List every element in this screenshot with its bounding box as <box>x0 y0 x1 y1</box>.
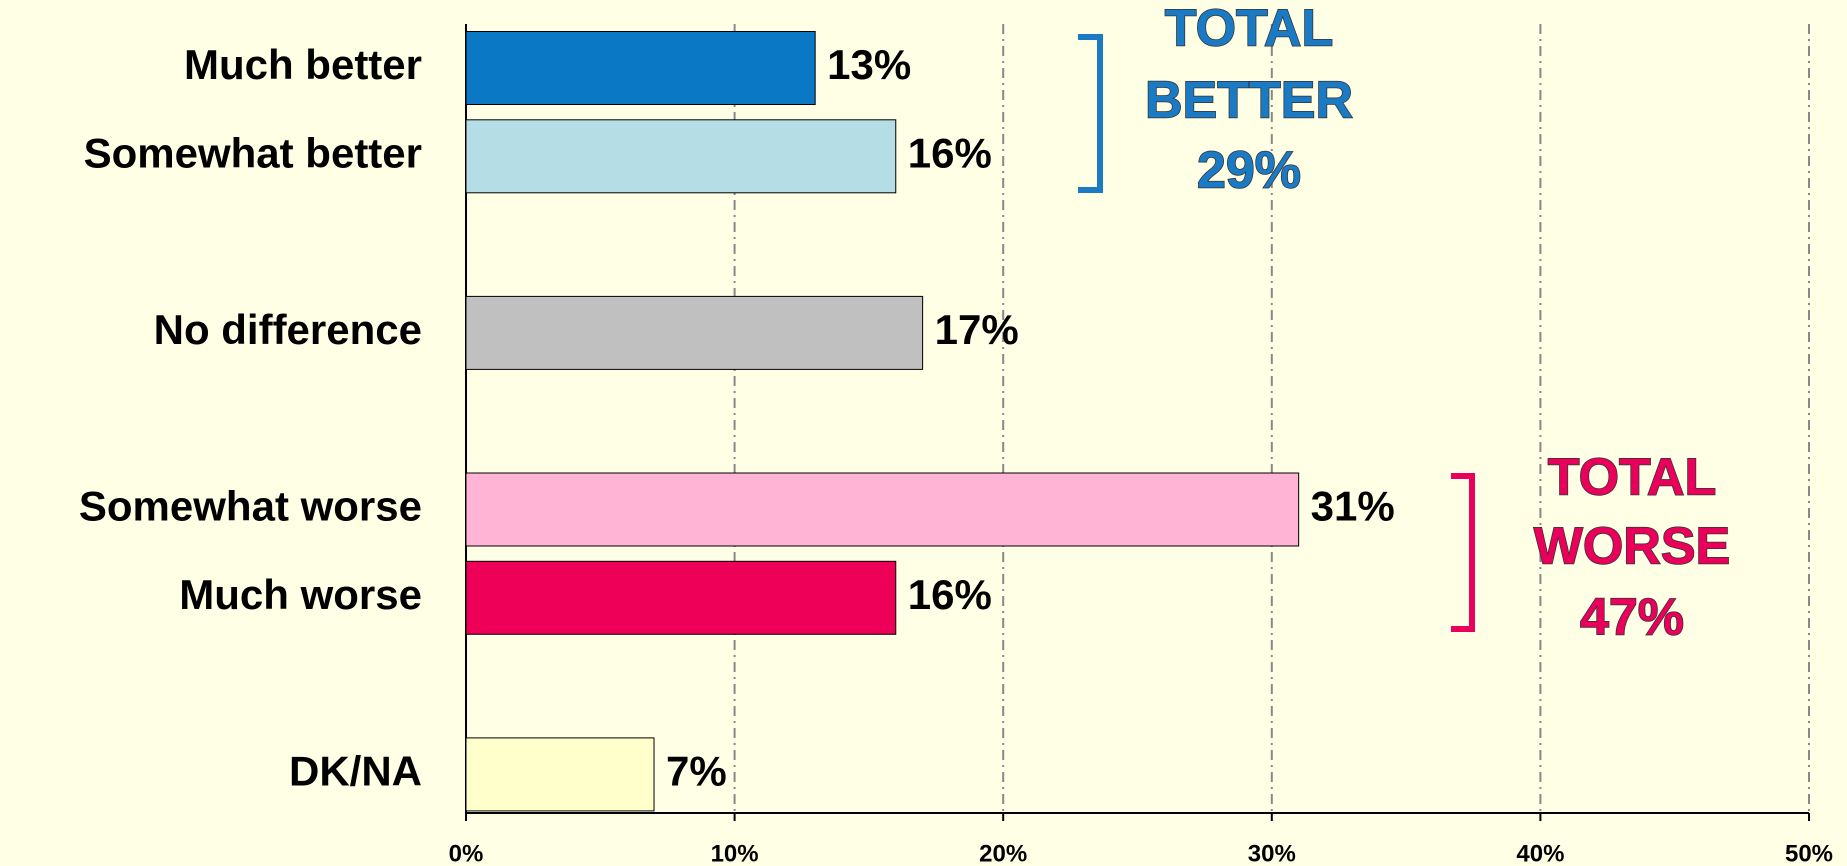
brackets <box>1078 34 1475 632</box>
category-label: Somewhat better <box>84 129 422 176</box>
annotation: 29% <box>1197 142 1301 200</box>
x-tick-label: 40% <box>1516 840 1564 866</box>
annotation: BETTER <box>1145 72 1353 130</box>
x-tick-label: 50% <box>1785 840 1833 866</box>
value-label: 17% <box>935 306 1019 353</box>
bar <box>465 472 1300 547</box>
x-tick-label: 20% <box>979 840 1027 866</box>
category-label: Much better <box>184 41 422 88</box>
annotation: TOTAL <box>1165 0 1334 58</box>
value-label: 16% <box>908 571 992 618</box>
bracket-better <box>1078 34 1103 193</box>
x-tick-label: 0% <box>449 840 484 866</box>
category-label: Much worse <box>179 571 422 618</box>
bar <box>465 295 924 370</box>
bar <box>465 737 655 812</box>
category-label: No difference <box>154 306 422 353</box>
bracket-worse <box>1451 473 1475 632</box>
annotation: TOTAL <box>1548 449 1717 507</box>
bar <box>465 119 897 194</box>
x-tick-label: 30% <box>1248 840 1296 866</box>
value-label: 16% <box>908 129 992 176</box>
annotation: WORSE <box>1534 518 1730 576</box>
category-label: Somewhat worse <box>79 483 422 530</box>
x-tick-label: 10% <box>711 840 759 866</box>
category-label: DK/NA <box>289 747 422 794</box>
annotation: 47% <box>1580 589 1684 647</box>
bar <box>465 560 897 635</box>
value-label: 7% <box>666 747 727 794</box>
value-label: 13% <box>827 41 911 88</box>
value-label: 31% <box>1311 483 1395 530</box>
bar <box>465 31 816 105</box>
